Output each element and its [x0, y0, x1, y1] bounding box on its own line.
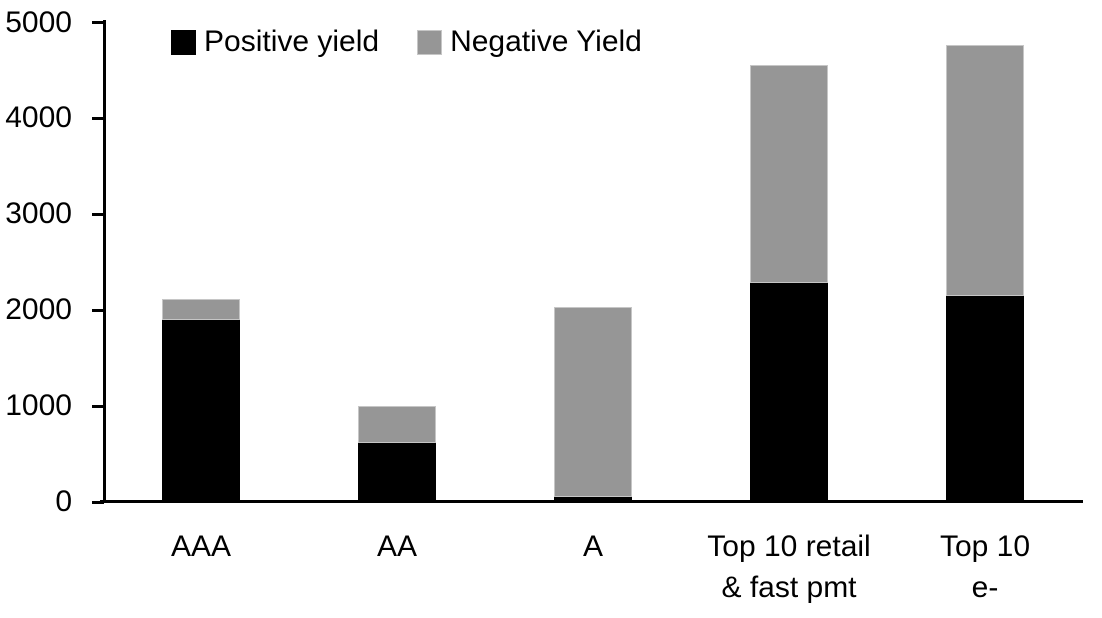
y-axis-tick	[92, 116, 104, 120]
legend-item-positive-yield: Positive yield	[171, 25, 380, 58]
legend-label-negative-yield: Negative Yield	[450, 25, 642, 58]
bar-segment-positive-yield-a	[554, 497, 632, 502]
y-axis-tick-label: 4000	[5, 101, 72, 135]
y-axis-tick-label: 3000	[5, 197, 72, 231]
bar-segment-positive-yield-aa	[358, 442, 436, 502]
y-axis-tick	[92, 21, 104, 24]
y-axis-tick-label: 2000	[5, 293, 72, 327]
y-axis-tick	[92, 212, 104, 216]
y-axis-tick-label: 0	[55, 485, 72, 518]
legend-swatch-positive-yield-icon	[171, 29, 196, 55]
bar-segment-negative-yield-aa	[358, 406, 436, 443]
y-axis-line	[103, 20, 106, 503]
bar-segment-negative-yield-top-10-e-commerce	[946, 44, 1024, 296]
x-axis-label-top-10-e-commerce: Top 10 e-commerce	[915, 530, 1055, 618]
legend-swatch-negative-yield-icon	[417, 29, 443, 55]
y-axis-tick-label: 1000	[5, 389, 72, 423]
bar-segment-negative-yield-top-10-retail-fast-pmt	[750, 64, 828, 284]
y-axis-tick	[92, 308, 104, 312]
bar-segment-negative-yield-a	[554, 307, 632, 498]
bar-segment-positive-yield-top-10-retail-fast-pmt	[750, 283, 828, 502]
chart-legend: Positive yield Negative Yield	[171, 25, 642, 58]
legend-label-positive-yield: Positive yield	[204, 25, 380, 58]
bar-segment-positive-yield-top-10-e-commerce	[946, 295, 1024, 502]
x-axis-label-top-10-retail-fast-pmt: Top 10 retail & fast pmt	[707, 530, 871, 604]
x-axis-label-aa: AA	[376, 530, 418, 563]
x-axis-label-a: A	[582, 530, 604, 563]
y-axis-tick	[92, 500, 104, 504]
y-axis-tick	[92, 404, 104, 408]
x-axis-label-aaa: AAA	[170, 530, 232, 563]
legend-item-negative-yield: Negative Yield	[417, 25, 642, 58]
bar-segment-negative-yield-aaa	[162, 298, 240, 320]
y-axis-tick-label: 5000	[5, 5, 72, 39]
bar-segment-positive-yield-aaa	[162, 319, 240, 502]
